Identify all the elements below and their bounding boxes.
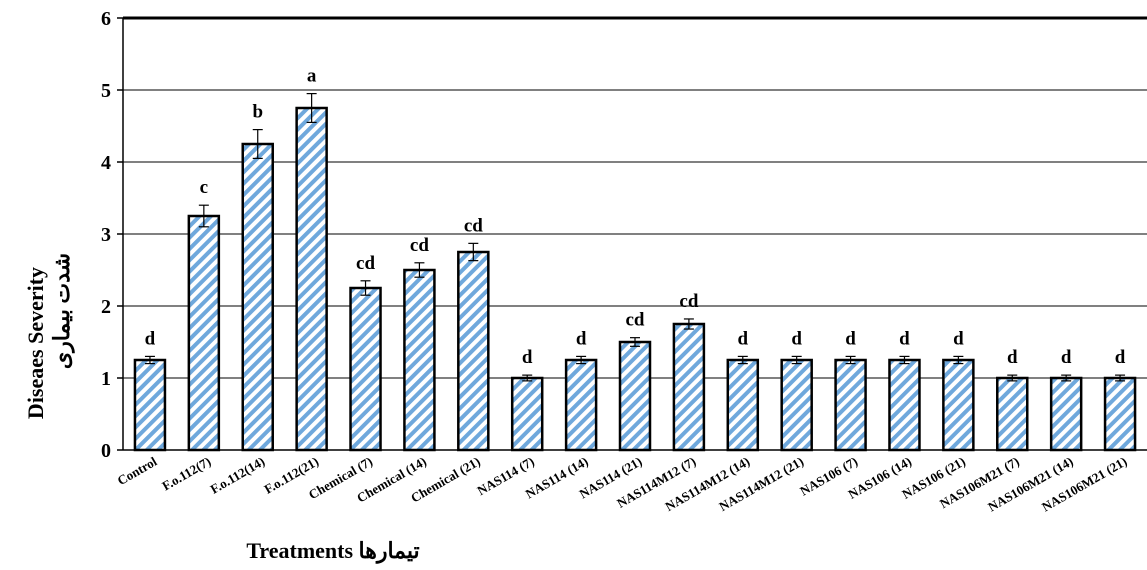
y-tick-label: 0 <box>101 440 111 462</box>
bar <box>672 322 706 452</box>
bar <box>133 358 167 452</box>
significance-label: cd <box>410 235 429 256</box>
bar <box>457 250 490 452</box>
bar <box>834 358 867 452</box>
bar <box>241 142 274 452</box>
x-tick-label: F.o.112(7) <box>159 454 213 494</box>
bar <box>726 358 760 452</box>
bar <box>403 268 436 452</box>
significance-label: cd <box>356 253 375 274</box>
significance-label: d <box>522 347 533 368</box>
bars <box>133 92 1137 452</box>
significance-label: d <box>791 328 802 349</box>
significance-label: d <box>845 328 856 349</box>
significance-label: cd <box>464 215 483 236</box>
significance-label: d <box>1007 347 1018 368</box>
significance-label: a <box>307 66 317 87</box>
bar <box>780 358 813 452</box>
significance-label: d <box>145 328 156 349</box>
x-tick-label: Control <box>115 453 160 488</box>
bar <box>187 214 221 452</box>
bar <box>1049 376 1083 452</box>
bar <box>888 358 921 452</box>
significance-label: d <box>899 328 910 349</box>
bar <box>1103 376 1137 452</box>
significance-label: b <box>252 102 263 123</box>
y-axis-title-persian: شدت بیماری <box>49 253 75 369</box>
y-tick-label: 1 <box>101 368 111 390</box>
bar <box>564 358 598 452</box>
bar <box>618 340 652 452</box>
y-tick-label: 5 <box>101 80 111 102</box>
y-tick-label: 4 <box>101 152 111 174</box>
bar <box>996 376 1029 452</box>
y-tick-label: 6 <box>101 8 111 30</box>
significance-label: c <box>200 177 208 198</box>
y-axis-title: Diseaes Severity <box>23 267 48 419</box>
significance-label: d <box>1061 347 1072 368</box>
significance-label: d <box>953 328 964 349</box>
significance-label: cd <box>626 310 645 331</box>
y-tick-label: 2 <box>101 296 111 318</box>
significance-label: d <box>738 328 749 349</box>
significance-label: d <box>576 328 587 349</box>
gridlines <box>123 16 1147 379</box>
bar <box>510 376 544 452</box>
bar <box>295 106 328 452</box>
y-tick-label: 3 <box>101 224 111 246</box>
x-axis-title: Treatments تیمارها <box>246 538 419 564</box>
significance-label: cd <box>679 291 698 312</box>
bar <box>942 358 975 452</box>
axes <box>117 17 1147 451</box>
bar <box>349 286 382 452</box>
significance-label: d <box>1115 347 1126 368</box>
x-tick-label: F.o.112(14) <box>208 454 268 497</box>
